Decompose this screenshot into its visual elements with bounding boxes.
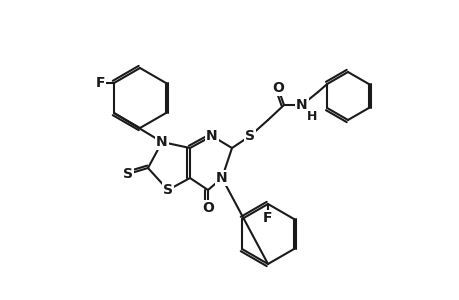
Text: F: F	[263, 211, 272, 225]
Text: S: S	[245, 129, 254, 143]
Text: H: H	[306, 110, 317, 123]
Text: N: N	[216, 171, 227, 185]
Text: S: S	[162, 183, 173, 197]
Text: N: N	[296, 98, 307, 112]
Text: S: S	[123, 167, 133, 181]
Text: O: O	[271, 81, 283, 95]
Text: O: O	[202, 201, 213, 215]
Text: N: N	[206, 129, 218, 143]
Text: F: F	[95, 76, 105, 90]
Text: N: N	[156, 135, 168, 149]
